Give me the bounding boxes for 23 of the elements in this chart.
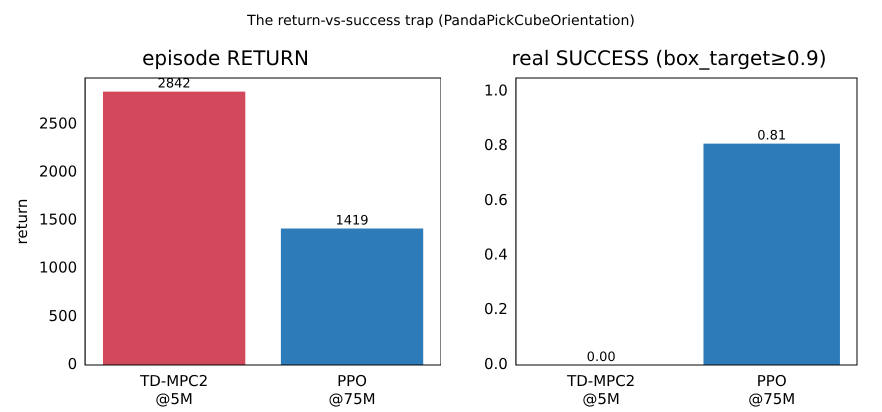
chart-title: episode RETURN [142, 46, 309, 70]
y-tick-label: 0.4 [484, 246, 508, 264]
x-tick-label: PPO @75M [328, 372, 376, 408]
text: The return-vs-success trap (PandaPickCubeOrientation) [246, 12, 636, 31]
y-tick-label: 500 [48, 306, 78, 325]
data-label: 0.81 [757, 128, 786, 144]
y-tick-label: 0.0 [484, 354, 508, 373]
data-label: 0.00 [586, 350, 616, 365]
x-tick-label: TD-MPC2 @5M [566, 372, 636, 408]
y-tick-label: 1500 [38, 210, 78, 229]
y-tick-label: 0 [68, 354, 78, 373]
y-tick-label: 1000 [38, 258, 78, 277]
y-tick-label: 0.2 [484, 300, 508, 318]
data-label: 1419 [335, 213, 369, 228]
y-tick-label: 0.8 [484, 136, 508, 154]
x-tick-label: TD-MPC2 @5M [139, 372, 208, 408]
chart-title: real SUCCESS (box_target≥0.9) [511, 46, 827, 70]
x-tick-label: PPO @75M [748, 372, 796, 408]
y-axis-title: return [12, 198, 31, 244]
y-tick-label: 1.0 [484, 82, 508, 100]
y-tick-label: 0.6 [484, 190, 508, 209]
y-tick-label: 2500 [38, 114, 78, 132]
y-tick-label: 2000 [38, 162, 78, 181]
